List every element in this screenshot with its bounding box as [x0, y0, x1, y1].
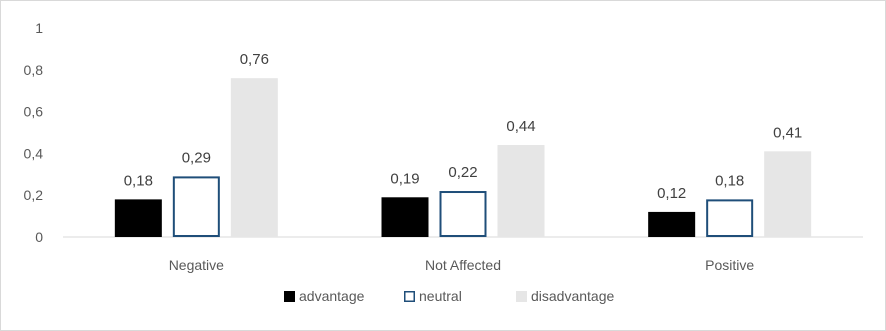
bar-disadvantage: [497, 145, 545, 237]
bar-advantage: [648, 211, 696, 237]
legend-swatch-disadvantage: [516, 291, 527, 302]
x-category-label: Negative: [169, 257, 224, 273]
data-label: 0,22: [448, 164, 477, 181]
bar-advantage: [114, 199, 162, 237]
data-label: 0,29: [182, 149, 211, 166]
x-category-label: Not Affected: [425, 257, 501, 273]
data-label: 0,18: [124, 172, 153, 189]
data-label: 0,41: [773, 124, 802, 141]
bar-neutral: [439, 191, 487, 238]
x-category-label: Positive: [705, 257, 754, 273]
legend-label: advantage: [299, 288, 365, 304]
y-tick-label: 0,8: [24, 62, 44, 78]
y-tick-label: 0: [35, 229, 43, 245]
data-label: 0,18: [715, 172, 744, 189]
legend-swatch-neutral: [404, 291, 415, 302]
y-tick-label: 0,4: [24, 145, 44, 161]
bar-disadvantage: [230, 78, 278, 237]
data-label: 0,19: [390, 170, 419, 187]
bar-neutral: [172, 176, 220, 237]
legend-label: disadvantage: [531, 288, 615, 304]
data-label: 0,12: [657, 185, 686, 202]
bar-advantage: [381, 197, 429, 237]
data-label: 0,76: [240, 51, 269, 68]
bar-disadvantage: [764, 151, 812, 237]
legend-swatch-advantage: [284, 291, 295, 302]
y-tick-label: 0,2: [24, 187, 44, 203]
y-tick-label: 0,6: [24, 104, 44, 120]
data-label: 0,44: [506, 118, 535, 135]
legend-label: neutral: [419, 288, 462, 304]
y-tick-label: 1: [35, 20, 43, 36]
bar-neutral: [706, 199, 754, 238]
